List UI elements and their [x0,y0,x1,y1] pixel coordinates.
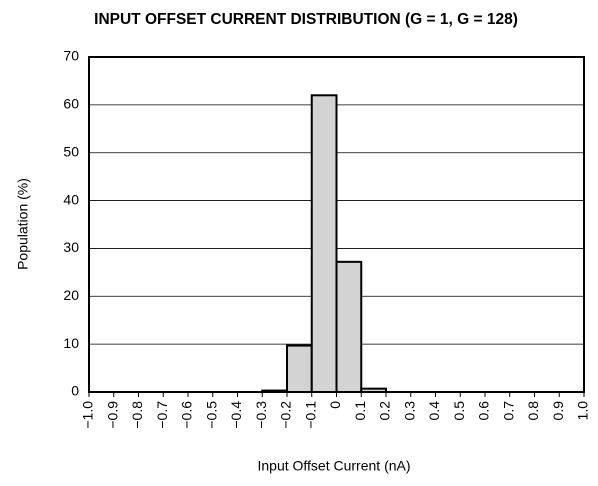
x-tick-label: 1.0 [575,401,591,421]
y-tick-label: 40 [63,191,79,207]
y-tick-label: 50 [63,143,79,159]
bar [310,94,338,394]
y-tick-label: 60 [63,96,79,112]
x-tick-label: −0.8 [129,401,145,429]
y-tick-label: 10 [63,335,79,351]
x-axis-label: Input Offset Current (nA) [257,458,410,474]
x-tick-label: −0.4 [228,401,244,429]
x-tick-label: 0.6 [476,401,492,421]
x-tick-label: −0.5 [203,401,219,429]
y-axis-label: Population (%) [15,178,31,270]
x-tick-label: 0.7 [500,401,516,421]
x-tick-label: −1.0 [80,401,96,429]
x-tick-label: −0.6 [179,401,195,429]
x-tick-label: −0.3 [253,401,269,429]
bar [335,260,363,394]
x-tick-label: −0.1 [302,401,318,429]
y-tick-label: 0 [71,383,79,399]
chart-title: INPUT OFFSET CURRENT DISTRIBUTION (G = 1… [94,11,518,28]
plot-frame [88,56,585,393]
x-tick-label: 0.9 [550,401,566,421]
y-tick-label: 20 [63,287,79,303]
x-tick-label: −0.2 [278,401,294,429]
x-tick-label: 0.5 [451,401,467,421]
y-tick-label: 30 [63,239,79,255]
bar [286,344,313,394]
x-tick-label: 0.3 [401,401,417,421]
x-tick-label: 0.2 [377,401,393,421]
x-tick-label: 0.8 [525,401,541,421]
y-tick-label: 70 [63,48,79,64]
x-tick-label: −0.7 [154,401,170,429]
x-tick-label: 0.4 [426,401,442,421]
x-tick-label: 0.1 [352,401,368,421]
x-tick-label: 0 [327,401,343,409]
x-tick-label: −0.9 [104,401,120,429]
